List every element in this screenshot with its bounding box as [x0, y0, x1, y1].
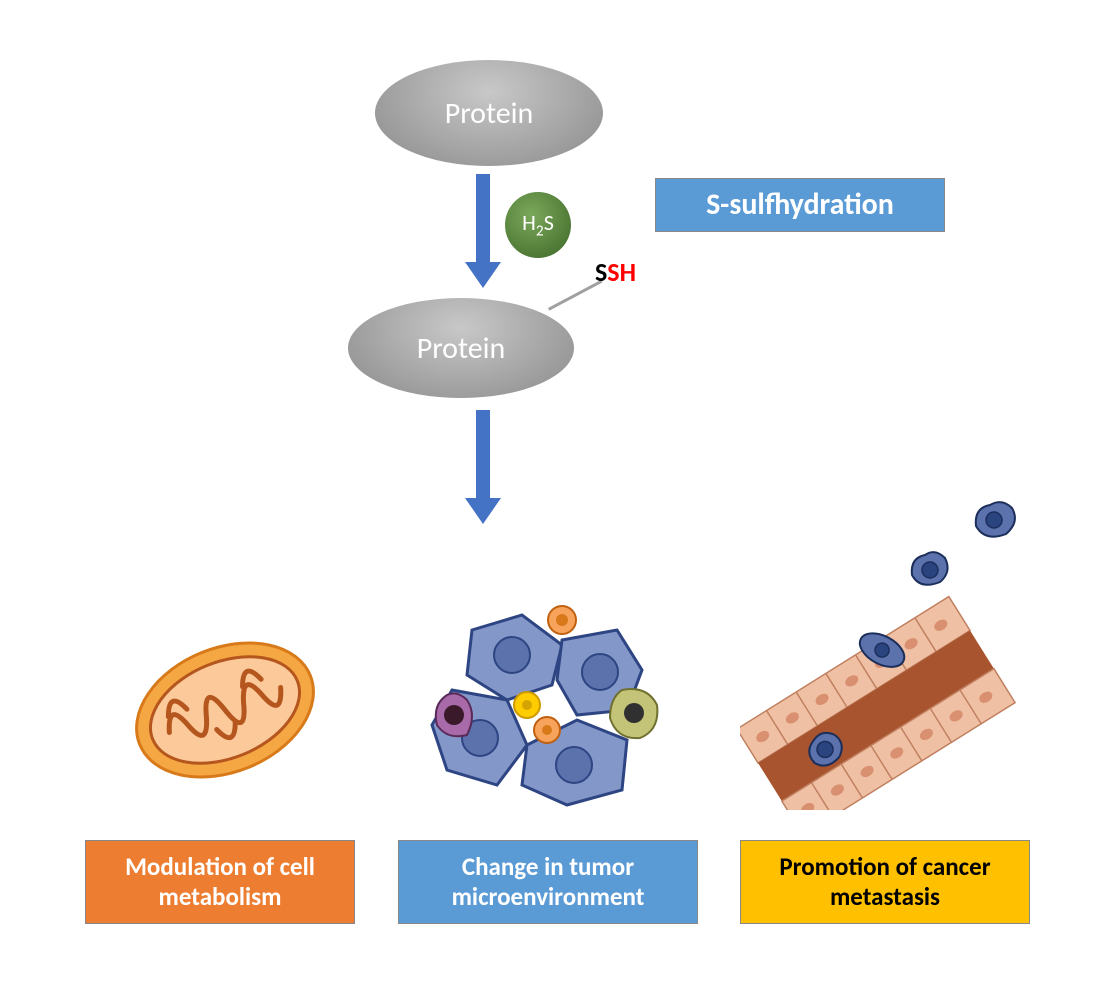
ssh-sh: SH — [607, 256, 636, 288]
tumor-microenvironment-icon — [412, 590, 682, 820]
protein-mid-label: Protein — [417, 330, 506, 367]
arrow-2-head — [465, 498, 501, 524]
protein-top-label: Protein — [445, 95, 534, 132]
outcome-label-metastasis: Promotion of cancer metastasis — [749, 852, 1021, 912]
arrow-2-shaft — [476, 410, 490, 500]
outcome-box-metabolism: Modulation of cell metabolism — [85, 840, 355, 924]
protein-mid-ellipse: Protein — [348, 298, 574, 398]
outcome-label-metabolism: Modulation of cell metabolism — [94, 852, 346, 912]
h2s-label: H2S — [522, 209, 554, 240]
h2s-circle: H2S — [505, 192, 571, 258]
outcome-box-metastasis: Promotion of cancer metastasis — [740, 840, 1030, 924]
sulfhydration-label: S-sulfhydration — [706, 187, 894, 223]
arrow-1-shaft — [476, 174, 490, 264]
outcome-box-microenvironment: Change in tumor microenvironment — [398, 840, 698, 924]
ssh-label: SSH — [595, 256, 636, 288]
ssh-s: S — [595, 256, 607, 288]
sulfhydration-box: S-sulfhydration — [655, 178, 945, 232]
protein-top-ellipse: Protein — [375, 60, 603, 166]
arrow-1-head — [465, 262, 501, 288]
outcome-label-microenvironment: Change in tumor microenvironment — [407, 852, 689, 912]
mitochondria-icon — [120, 615, 330, 805]
metastasis-icon — [740, 490, 1040, 810]
